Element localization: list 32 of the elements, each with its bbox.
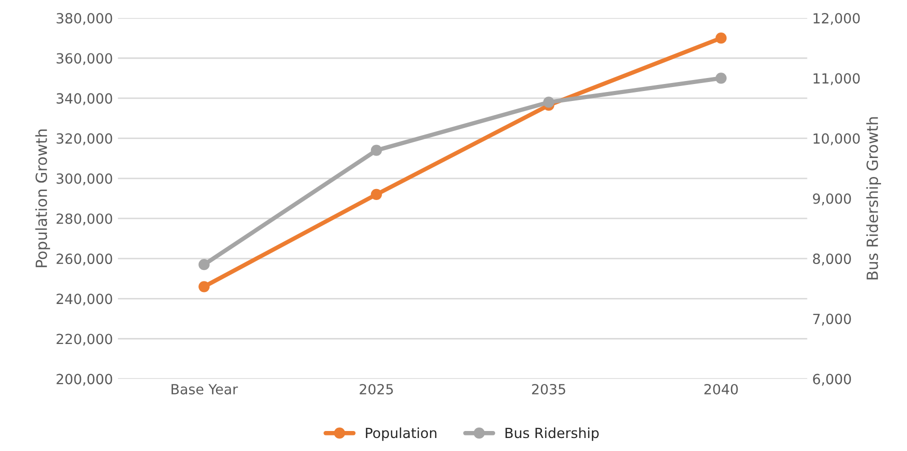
y-tick-label: 200,000	[56, 374, 112, 386]
legend-label: Bus Ridership	[506, 427, 599, 441]
legend-label: Population	[366, 427, 436, 441]
y2-tick-label: 9,000	[812, 193, 851, 206]
y2-tick-label: 12,000	[814, 13, 860, 25]
y-axis-title: Population Growth	[35, 130, 50, 268]
y2-tick-label: 10,000	[814, 133, 860, 146]
y-tick-label: 320,000	[56, 133, 112, 146]
y-tick-label: 380,000	[56, 13, 112, 25]
y-tick-label: 240,000	[56, 294, 112, 306]
y2-axis-title: Bus Ridership Growth	[866, 117, 882, 280]
y2-tick-label: 7,000	[813, 314, 851, 326]
point	[370, 144, 382, 156]
x-tick-label: Base Year	[172, 384, 238, 394]
point	[370, 188, 382, 200]
x-tick-label: 2040	[704, 384, 738, 394]
point	[198, 281, 210, 292]
y-tick-label: 300,000	[56, 173, 112, 186]
y-tick-label: 260,000	[56, 254, 112, 266]
y-tick-label: 340,000	[56, 93, 112, 106]
y-tick-label: 280,000	[56, 213, 112, 226]
y-tick-label: 220,000	[56, 334, 112, 346]
x-tick-label: 2035	[532, 384, 566, 394]
x-tick-label: 2025	[360, 384, 393, 394]
y-tick-label: 360,000	[56, 53, 112, 66]
point	[716, 72, 727, 84]
y2-tick-label: 6,000	[813, 374, 851, 386]
y2-tick-label: 8,000	[813, 254, 851, 266]
y2-tick-label: 11,000	[814, 73, 860, 86]
point	[543, 96, 554, 108]
point	[716, 32, 727, 44]
point	[198, 259, 210, 270]
